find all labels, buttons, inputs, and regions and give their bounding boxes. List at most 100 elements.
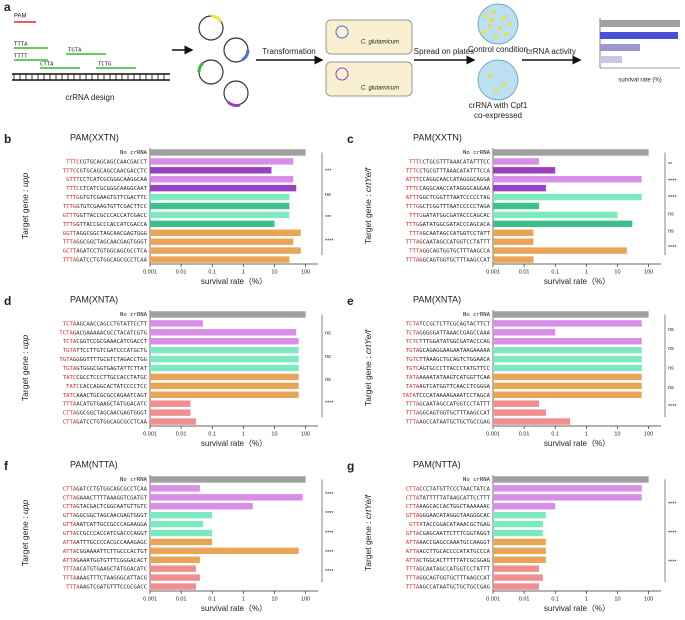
- significance: ****: [668, 179, 677, 185]
- pam-site: TTTG: [406, 204, 420, 210]
- category-label: ATTACTGGCACTTTTTATCGCGGAG: [406, 557, 491, 563]
- pam-site: TTTA: [63, 575, 77, 581]
- bar: [150, 184, 297, 192]
- pam-site: TTTA: [406, 239, 420, 245]
- pam-site: ATTA: [406, 557, 420, 563]
- category-label: TTTAGGCGGCTAGCAACGAGTGGGT: [63, 239, 148, 245]
- x-tick-label: 0.001: [143, 596, 157, 602]
- spacer: CGTGCAGCAGCCAACGACCTC: [76, 168, 147, 174]
- category-label: CTTAGGCGGCTAGCAACGAGTGGGT: [63, 410, 148, 416]
- category-label: TCTCTTTGGATATGGCGATACCCAG: [406, 339, 491, 345]
- pam-site: TTTA: [63, 566, 77, 572]
- bar: [150, 364, 299, 372]
- bar: [493, 338, 642, 345]
- seq-label: TGTA: [68, 48, 82, 54]
- x-tick-label: 0.001: [143, 431, 157, 437]
- category-label: TTTAAGCCATAATGCTGCTGCCGAG: [406, 584, 491, 590]
- chart-title: PAM(NTTA): [413, 459, 461, 469]
- spacer: GATCCTGTGGCAGCGCCTCAA: [76, 486, 147, 492]
- bar: [150, 565, 196, 572]
- significance: ****: [668, 245, 677, 251]
- spacer: GGCAGTGGTGCTTTAAGCCAT: [419, 257, 490, 263]
- pam-site: ATTT: [406, 177, 420, 183]
- chart-title: PAM(XXTN): [70, 132, 119, 142]
- spacer: CGCCTCCCTTGCCACCTATGC: [76, 374, 147, 380]
- bar: [150, 211, 290, 219]
- spacer: AACCGAGCCAAATGCCAAGGT: [419, 539, 490, 545]
- dna-rungs: [13, 74, 165, 80]
- category-label: TATAAAAATATAAGTCATGGTTCAA: [406, 374, 491, 380]
- gene-name: crtYe/f: [363, 328, 373, 354]
- spacer: AGATCCTGTGGCAGCGCCTCA: [76, 248, 147, 254]
- pam-site: TTTC: [409, 159, 422, 165]
- pam-site: CTTA: [63, 486, 77, 492]
- bar: [493, 574, 543, 581]
- bar: [493, 320, 642, 327]
- category-label: TCTAAGCAACCAGCCTGTATTCCTT: [63, 321, 148, 327]
- spacer: GCAATAGCCATGGTCCTATTT: [419, 239, 490, 245]
- x-tick-label: 0.001: [143, 269, 157, 275]
- bar: [493, 229, 534, 236]
- plasmid: [335, 67, 349, 81]
- chart-title: PAM(NTTA): [70, 459, 118, 469]
- panel-label: g: [347, 459, 354, 473]
- spacer: GATCCTGTGGCAGCGCCTCAA: [76, 419, 147, 425]
- x-tick-label: 100: [644, 596, 653, 602]
- pam-site: TTTG: [409, 212, 423, 218]
- pam-site: TGTA: [59, 357, 73, 363]
- bar: [493, 193, 642, 201]
- bar: [493, 538, 546, 546]
- bar: [150, 485, 200, 492]
- gene-name: upp: [20, 335, 30, 349]
- plasmid-insert: [197, 61, 205, 73]
- significance: ****: [325, 492, 334, 498]
- significance: ****: [325, 530, 334, 536]
- spacer: TATTTTTATAAGCATTCCTTT: [419, 495, 490, 501]
- bar: [150, 311, 306, 318]
- category-label: TATAAGTCATGGTTCAACCTCGGGA: [406, 383, 491, 389]
- plasmid-insert: [226, 100, 241, 107]
- spacer: AGCCATAATGCTGCTGCCGAG: [419, 584, 490, 590]
- cell: [325, 19, 413, 55]
- significance: ****: [668, 195, 677, 201]
- pam-site: TCTA: [406, 330, 420, 336]
- spacer: CTGCGTTTAAACATATTTCC: [423, 159, 490, 165]
- category-label: GTTATACCGGACATAAACGCTGAG: [409, 522, 490, 528]
- spacer: GATATGGCGATACCCAGCAC: [423, 212, 490, 218]
- bar: [493, 547, 546, 555]
- category-label: TGTATTCCTTGTCGATCCCATGCTG: [63, 348, 148, 354]
- significance: **: [668, 162, 673, 168]
- bar: [150, 583, 196, 590]
- significance: ns: [325, 192, 331, 198]
- x-tick-label: 0.1: [551, 269, 559, 275]
- plasmid: [198, 15, 224, 41]
- pam-site: TCTA: [63, 321, 77, 327]
- condition: co-expressed: [474, 111, 522, 120]
- category-label: TTTCCGTGCAGCAGCCAACGACCTC: [63, 168, 147, 174]
- category-label: TGTCTTAAAGCTGCAGTCTGGAACA: [406, 357, 491, 363]
- x-tick-label: 0.001: [486, 269, 500, 275]
- spacer: GGCAGTGGTGCTTTAAGCCAT: [419, 410, 490, 416]
- significance: ****: [325, 238, 334, 244]
- bar: [493, 211, 618, 219]
- spacer: AAGCACCACTGGCTAAAAAAC: [419, 504, 490, 510]
- category-label: TCTAGACGAAAAACGCCTACATCGTG: [59, 330, 147, 336]
- category-label: CTTAGATCCTGTGGCAGCGCCTCAA: [63, 419, 148, 425]
- pam-site: TGTA: [406, 348, 420, 354]
- pam-site: TTTA: [63, 239, 77, 245]
- bar: [150, 400, 191, 407]
- bar: [150, 511, 213, 519]
- spacer: TTCCTTGTCGATCCCATGCTG: [76, 348, 147, 354]
- plasmid-insert: [241, 49, 250, 62]
- x-axis-label: survival rate（%）: [201, 277, 267, 286]
- chart-title: PAM(XNTA): [70, 294, 118, 304]
- pam-site: GTTA: [63, 522, 77, 528]
- category-label: GTTTGGTTACCGCCCACCATCGACC: [63, 212, 147, 218]
- x-tick-label: 100: [301, 269, 310, 275]
- mini-bar: [600, 44, 640, 51]
- spacer: AGTCATGGTTCAACCTCGGGA: [419, 383, 490, 389]
- category-label: TTTAGCAATAGCCATGGTCCTATTT: [406, 239, 491, 245]
- significance: ns: [668, 365, 674, 371]
- category-label: TTTAAAGTCGATGTTTCCGCGACC: [66, 584, 147, 590]
